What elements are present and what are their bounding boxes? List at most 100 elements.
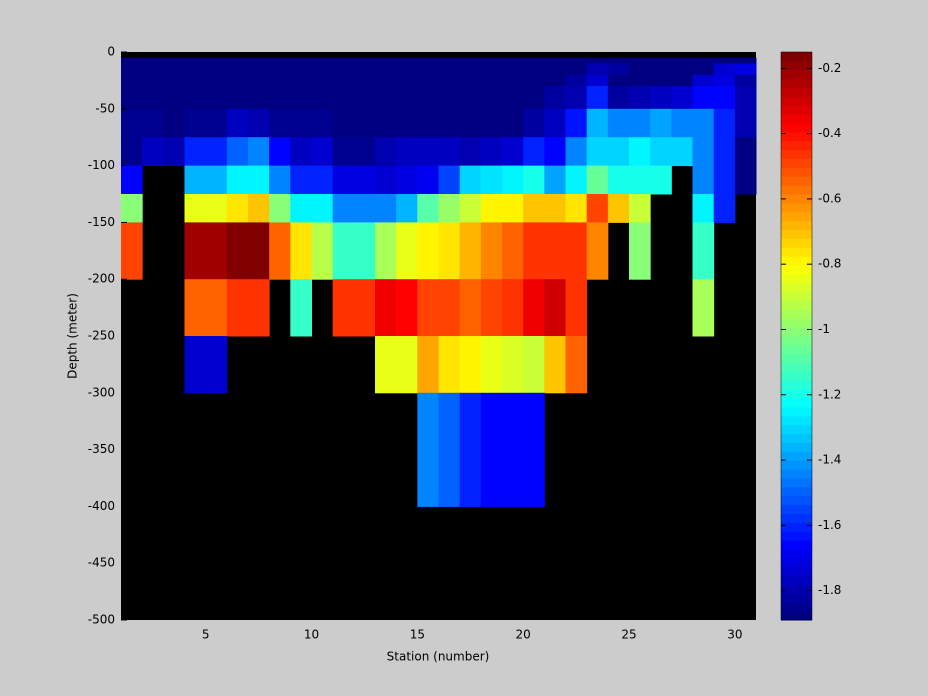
heatmap-cell bbox=[269, 86, 291, 110]
heatmap-cell bbox=[184, 86, 207, 110]
heatmap-cell bbox=[205, 86, 228, 110]
heatmap-cell bbox=[269, 137, 291, 167]
heatmap-cell bbox=[332, 108, 355, 138]
colorbar-segment bbox=[781, 238, 812, 248]
heatmap-cell bbox=[269, 57, 291, 64]
heatmap-cell bbox=[629, 137, 651, 167]
colorbar-segment bbox=[781, 478, 812, 488]
heatmap-cell bbox=[544, 137, 566, 167]
heatmap-cell bbox=[332, 165, 355, 195]
colorbar-segment bbox=[781, 522, 812, 532]
heatmap-cell bbox=[205, 137, 228, 167]
heatmap-cell bbox=[184, 222, 207, 280]
heatmap-cell bbox=[417, 392, 439, 507]
colorbar-segment bbox=[781, 433, 812, 443]
heatmap-cell bbox=[629, 57, 651, 64]
heatmap-cell bbox=[121, 222, 143, 280]
heatmap-cell bbox=[438, 194, 461, 223]
heatmap-cell bbox=[353, 57, 376, 64]
x-tick-label: 20 bbox=[516, 628, 531, 642]
heatmap-cell bbox=[396, 57, 418, 64]
heatmap-cell bbox=[713, 137, 736, 167]
heatmap-cell bbox=[692, 57, 715, 64]
heatmap-cell bbox=[650, 137, 672, 167]
heatmap-cell bbox=[121, 165, 143, 195]
heatmap-cell bbox=[734, 57, 757, 64]
heatmap-cell bbox=[502, 336, 524, 394]
heatmap-cell bbox=[332, 279, 355, 337]
heatmap-cell bbox=[502, 165, 524, 195]
heatmap-cell bbox=[544, 279, 566, 337]
heatmap-cell bbox=[523, 57, 545, 64]
heatmap-cell bbox=[142, 57, 164, 64]
heatmap-cell bbox=[417, 74, 439, 87]
colorbar-segment bbox=[781, 504, 812, 514]
colorbar-tick-label: -1.6 bbox=[818, 518, 841, 532]
colorbar-segment bbox=[781, 300, 812, 310]
heatmap-cell bbox=[586, 63, 609, 76]
colorbar-segment bbox=[781, 540, 812, 550]
heatmap-cell bbox=[734, 86, 757, 110]
heatmap-cell bbox=[586, 222, 609, 280]
heatmap-cell bbox=[290, 74, 312, 87]
heatmap-cell bbox=[459, 86, 482, 110]
heatmap-cell bbox=[226, 279, 249, 337]
heatmap-cell bbox=[290, 108, 312, 138]
heatmap-cell bbox=[396, 137, 418, 167]
heatmap-cell bbox=[502, 137, 524, 167]
heatmap-cell bbox=[163, 86, 185, 110]
heatmap-cell bbox=[607, 74, 630, 87]
heatmap-cell bbox=[671, 86, 693, 110]
heatmap-cell bbox=[565, 137, 588, 167]
heatmap-cell bbox=[332, 63, 355, 76]
heatmap-cell bbox=[713, 57, 736, 64]
heatmap-cell bbox=[544, 108, 566, 138]
heatmap-cell bbox=[459, 137, 482, 167]
heatmap-cell bbox=[692, 108, 715, 138]
heatmap-cell bbox=[671, 137, 693, 167]
heatmap-cell bbox=[311, 222, 334, 280]
heatmap-cell bbox=[459, 108, 482, 138]
heatmap-cell bbox=[375, 108, 397, 138]
colorbar-segment bbox=[781, 336, 812, 346]
heatmap-cell bbox=[713, 63, 736, 76]
heatmap-cell bbox=[586, 57, 609, 64]
heatmap-cell bbox=[290, 86, 312, 110]
heatmap-cell bbox=[248, 63, 270, 76]
heatmap-cell bbox=[353, 222, 376, 280]
heatmap-cell bbox=[544, 194, 566, 223]
heatmap-cell bbox=[629, 165, 651, 195]
heatmap-cell bbox=[565, 63, 588, 76]
heatmap-cell bbox=[353, 74, 376, 87]
heatmap-cell bbox=[248, 137, 270, 167]
heatmap-cell bbox=[226, 86, 249, 110]
heatmap-cell bbox=[459, 74, 482, 87]
heatmap-cell bbox=[607, 194, 630, 223]
heatmap-cell bbox=[629, 108, 651, 138]
heatmap-cell bbox=[692, 194, 715, 223]
colorbar-segment bbox=[781, 353, 812, 364]
heatmap-cell bbox=[565, 336, 588, 394]
heatmap-cell bbox=[523, 336, 545, 394]
heatmap-cell bbox=[438, 108, 461, 138]
heatmap-cell bbox=[375, 57, 397, 64]
heatmap-cell bbox=[417, 222, 439, 280]
heatmap-cell bbox=[565, 57, 588, 64]
heatmap-cell bbox=[417, 57, 439, 64]
colorbar-segment bbox=[781, 247, 812, 257]
heatmap-cell bbox=[375, 194, 397, 223]
x-tick-label: 15 bbox=[410, 628, 425, 642]
heatmap-cell bbox=[480, 165, 503, 195]
heatmap-cell bbox=[650, 86, 672, 110]
heatmap-cell bbox=[586, 165, 609, 195]
colorbar-segment bbox=[781, 602, 812, 612]
colorbar-segment bbox=[781, 60, 812, 71]
heatmap-cell bbox=[586, 137, 609, 167]
heatmap-cell bbox=[502, 222, 524, 280]
colorbar-segment bbox=[781, 229, 812, 239]
x-axis-label: Station (number) bbox=[387, 650, 490, 664]
heatmap-cell bbox=[734, 137, 757, 167]
heatmap-cell bbox=[311, 86, 334, 110]
heatmap-cell bbox=[692, 74, 715, 87]
heatmap-cell bbox=[565, 74, 588, 87]
